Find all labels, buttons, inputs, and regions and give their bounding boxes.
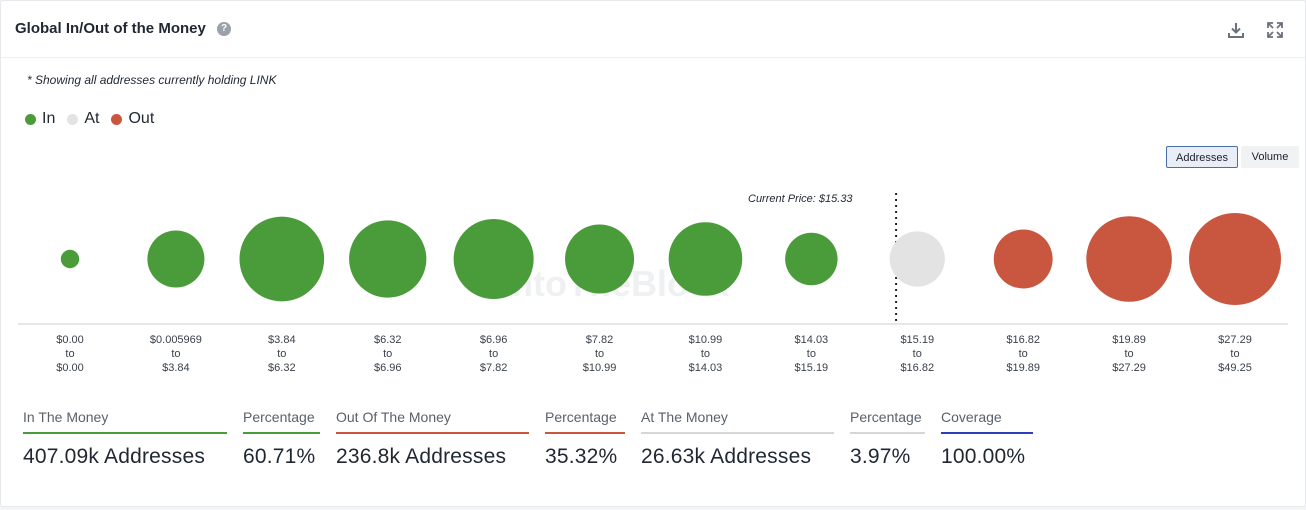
x-tick-label: $49.25 xyxy=(1218,362,1252,374)
x-tick-label: to xyxy=(913,348,922,360)
stat-in-percentage-label: Percentage xyxy=(243,409,320,434)
x-tick-label: to xyxy=(65,348,74,360)
x-tick-label: $6.32 xyxy=(374,334,402,346)
bubble-in[interactable] xyxy=(785,232,838,286)
x-tick-label: $19.89 xyxy=(1112,334,1146,346)
stat-out-of-the-money-value: 236.8k Addresses xyxy=(336,445,507,468)
x-tick-label: to xyxy=(383,348,392,360)
stat-at-percentage-value: 3.97% xyxy=(850,445,911,468)
stat-at-the-money: At The Money 26.63k Addresses xyxy=(641,409,834,469)
x-tick-label: to xyxy=(1019,348,1028,360)
legend-in-label: In xyxy=(42,110,56,127)
x-tick-label: to xyxy=(171,348,180,360)
x-tick-label: $0.00 xyxy=(56,334,84,346)
bubble-in[interactable] xyxy=(565,224,635,294)
x-tick-label: $6.96 xyxy=(480,334,508,346)
x-tick-label: to xyxy=(1124,348,1133,360)
legend-in-swatch xyxy=(25,113,36,125)
x-tick-label: $0.00 xyxy=(56,362,84,374)
bubble-out[interactable] xyxy=(1086,216,1172,302)
x-tick-label: $7.82 xyxy=(586,334,614,346)
stat-out-percentage-label: Percentage xyxy=(545,409,625,434)
addresses-toggle[interactable]: Addresses xyxy=(1166,146,1238,168)
legend-out-swatch xyxy=(111,113,123,125)
volume-toggle[interactable]: Volume xyxy=(1241,146,1299,168)
stat-out-of-the-money-label: Out Of The Money xyxy=(336,409,529,434)
x-tick-label: to xyxy=(489,348,498,360)
bubble-chart: $0.00 to $0.00 $0.005969 to $3.84 $3.84 to $6.32… xyxy=(18,193,1288,374)
legend-out[interactable]: Out xyxy=(111,110,154,128)
stat-coverage: Coverage 100.00% xyxy=(941,409,1033,469)
x-tick-label: $27.29 xyxy=(1218,334,1252,346)
stat-at-percentage-label: Percentage xyxy=(850,409,925,434)
fullscreen-icon[interactable] xyxy=(1266,21,1284,39)
legend-at-swatch xyxy=(67,113,79,125)
x-tick-label: to xyxy=(701,348,710,360)
x-tick-label: $15.19 xyxy=(900,334,934,346)
x-tick-label: $0.005969 xyxy=(150,334,202,346)
x-tick-label: $3.84 xyxy=(268,334,296,346)
stat-in-the-money: In The Money 407.09k Addresses xyxy=(23,409,227,469)
x-tick-label: $27.29 xyxy=(1112,362,1146,374)
stat-out-percentage: Percentage 35.32% xyxy=(545,409,625,469)
bubble-in[interactable] xyxy=(147,230,205,288)
bubble-in[interactable] xyxy=(668,222,743,296)
stat-out-of-the-money: Out Of The Money 236.8k Addresses xyxy=(336,409,529,469)
bubble-in[interactable] xyxy=(453,218,534,300)
stat-at-percentage: Percentage 3.97% xyxy=(850,409,925,469)
x-tick-label: $10.99 xyxy=(689,334,723,346)
bubble-out[interactable] xyxy=(993,229,1053,289)
x-tick-label: $19.89 xyxy=(1006,362,1040,374)
x-tick-label: $16.82 xyxy=(900,362,934,374)
legend-at[interactable]: At xyxy=(67,110,99,128)
bubble-in[interactable] xyxy=(349,220,427,298)
x-tick-label: to xyxy=(807,348,816,360)
bubble-in[interactable] xyxy=(239,216,325,302)
x-tick-label: $14.03 xyxy=(689,362,723,374)
legend-at-label: At xyxy=(84,110,100,127)
bubble-out[interactable] xyxy=(1189,213,1281,305)
bubble-at[interactable] xyxy=(889,231,945,287)
help-icon[interactable]: ? xyxy=(217,22,231,36)
x-tick-label: $6.96 xyxy=(374,362,402,374)
x-tick-label: to xyxy=(595,348,604,360)
chart-legend: In At Out xyxy=(25,110,154,128)
stat-at-the-money-value: 26.63k Addresses xyxy=(641,445,812,468)
bubble-in[interactable] xyxy=(60,249,80,269)
x-tick-label: $10.99 xyxy=(583,362,617,374)
stat-out-percentage-value: 35.32% xyxy=(545,445,618,468)
x-tick-label: to xyxy=(277,348,286,360)
stat-in-percentage-value: 60.71% xyxy=(243,445,316,468)
x-tick-label: $7.82 xyxy=(480,362,508,374)
x-tick-label: $3.84 xyxy=(162,362,190,374)
current-price-label: Current Price: $15.33 xyxy=(748,193,853,205)
stat-in-percentage: Percentage 60.71% xyxy=(243,409,320,469)
stat-coverage-value: 100.00% xyxy=(941,445,1026,468)
stat-at-the-money-label: At The Money xyxy=(641,409,834,434)
stat-in-the-money-value: 407.09k Addresses xyxy=(23,445,206,468)
x-tick-label: $16.82 xyxy=(1006,334,1040,346)
x-tick-label: to xyxy=(1230,348,1239,360)
legend-in[interactable]: In xyxy=(25,110,55,128)
x-tick-label: $15.19 xyxy=(795,362,829,374)
x-tick-label: $6.32 xyxy=(268,362,296,374)
legend-out-label: Out xyxy=(128,110,155,127)
x-tick-label: $14.03 xyxy=(795,334,829,346)
card-title: Global In/Out of the Money xyxy=(15,20,206,37)
card-header: Global In/Out of the Money ? xyxy=(1,1,1305,58)
holding-note: * Showing all addresses currently holdin… xyxy=(27,73,277,87)
download-icon[interactable] xyxy=(1227,21,1245,39)
stat-in-the-money-label: In The Money xyxy=(23,409,227,434)
stat-coverage-label: Coverage xyxy=(941,409,1033,434)
